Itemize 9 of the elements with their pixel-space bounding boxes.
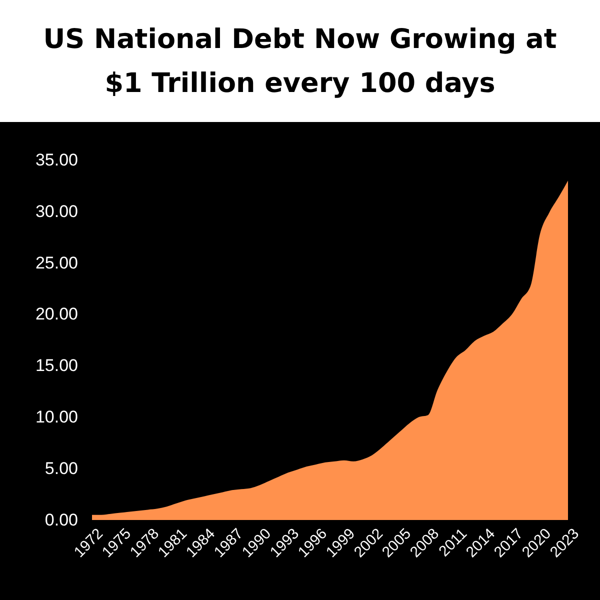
- y-tick-label: 20.00: [35, 304, 78, 324]
- y-tick-label: 5.00: [44, 459, 78, 478]
- y-tick-label: 15.00: [35, 356, 78, 376]
- y-tick-label: 25.00: [35, 253, 78, 272]
- y-tick-label: 10.00: [35, 408, 78, 427]
- y-tick-label: 35.00: [35, 150, 78, 170]
- y-tick-label: 0.00: [44, 510, 78, 530]
- y-tick-label: 30.00: [35, 202, 78, 221]
- chart-title: US National Debt Now Growing at $1 Trillion every 100 days: [43, 24, 557, 99]
